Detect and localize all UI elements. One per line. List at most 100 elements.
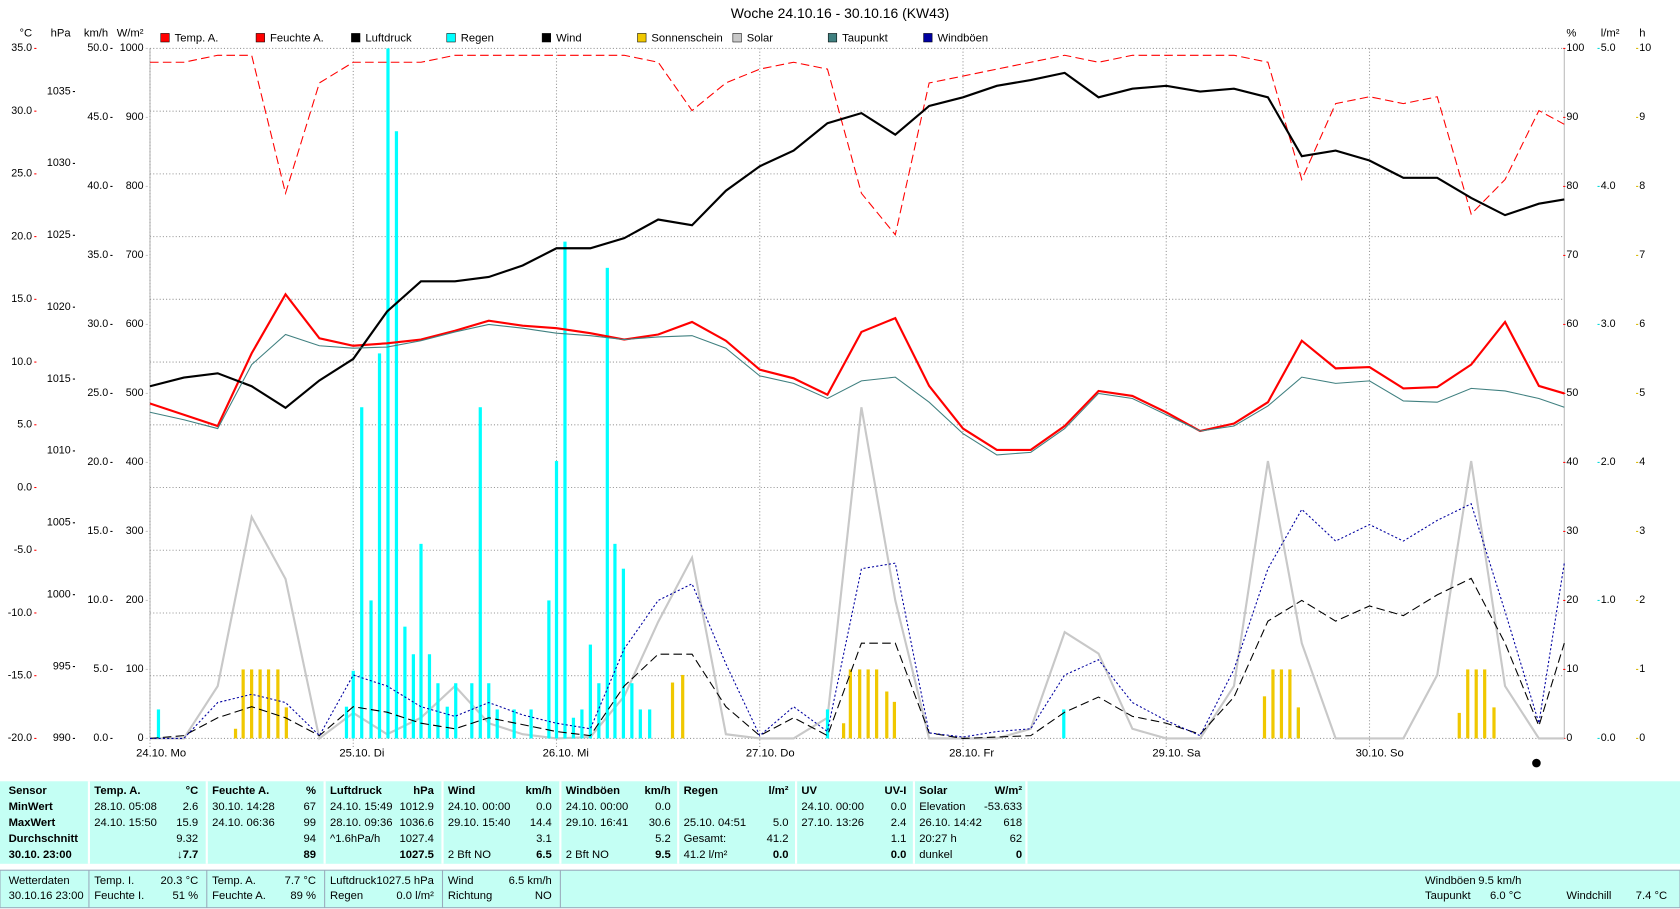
current-label: Feuchte I. [94,890,144,902]
y-tick-label: 45.0 [87,111,108,123]
bar [377,353,382,739]
stats-group-name: UV [801,785,817,797]
y-tick-label: 10.0 [87,594,108,606]
stats-cell-label: 24.10. 00:00 [566,801,629,813]
legend-label: Taupunkt [842,33,889,45]
stats-cell-value: 3.1 [536,833,552,845]
legend-label: Windböen [938,33,989,45]
y-tick-label: 700 [126,249,144,261]
bar [670,682,675,739]
y-tick-label: 30 [1566,525,1578,537]
y-tick-label: 1005 [47,517,71,529]
y-tick-label: 5.0 [1601,42,1616,54]
stats-cell-label: 25.10. 04:51 [684,817,747,829]
y-tick-label: 1035 [47,85,71,97]
y-tick-label: 2.0 [1601,456,1616,468]
bar [547,600,551,739]
current-panel [0,869,1680,909]
stats-cell-value: ↓7.7 [177,849,198,861]
y-tick-label: 995 [53,660,71,672]
axis-unit: l/m² [1601,27,1620,39]
stats-cell-label: 41.2 l/m² [684,849,728,861]
y-tick-label: -15.0 [8,670,32,682]
legend-swatch [923,33,933,43]
y-tick-label: 10 [1639,42,1651,54]
current-separators [88,870,561,908]
current-label: Taupunkt [1425,890,1472,902]
bar [529,709,533,739]
bar [1279,669,1284,739]
y-tick-label: 1020 [47,301,71,313]
x-tick-label: 25.10. Di [339,747,384,759]
x-tick-label: 29.10. Sa [1152,747,1201,759]
stats-group-name: Feuchte A. [212,785,269,797]
y-tick-label: 30.0 [11,105,32,117]
stats-cell-value: 0.0 [891,849,907,861]
stats-cell-label: 28.10. 05:08 [94,801,157,813]
bar [1492,707,1496,739]
bar [621,568,626,739]
stats-cell-value: 15.9 [176,817,198,829]
current-value: 6.0 °C [1490,890,1521,902]
bar [554,461,559,739]
bar [1466,669,1470,739]
current-label: Richtung [448,890,492,902]
bar [1296,707,1300,739]
stats-group-unit: % [306,785,316,797]
bar [394,131,399,739]
stats-cell-value: 62 [1010,833,1023,845]
stats-cell-label: 24.10. 15:50 [94,817,157,829]
y-tick-label: 5 [1639,387,1645,399]
stats-group-unit: km/h [526,785,552,797]
legend-label: Feuchte A. [270,33,324,45]
y-tick-label: 10.0 [11,356,32,368]
y-tick-label: 4 [1639,456,1645,468]
bar [1062,709,1066,739]
current-label: Luftdruck [330,875,377,887]
bar [571,717,576,739]
current-label: Feuchte A. [212,890,266,902]
bar [858,669,862,739]
y-tick-label: 200 [126,594,144,606]
bar [1457,712,1461,739]
y-tick-label: 25.0 [87,387,108,399]
x-tick-label: 28.10. Fr [949,747,994,759]
legend-label: Sonnenschein [651,33,722,45]
current-value: 0.0 l/m² [396,890,434,902]
stats-cell-value: 30.6 [649,817,671,829]
stats-cell-value: 94 [304,833,317,845]
x-tick-label: 30.10. So [1356,747,1404,759]
now-marker [1532,758,1541,768]
stats-cell-value: 1036.6 [400,817,434,829]
legend-swatch [541,33,551,43]
stats-group-unit: W/m² [995,785,1023,797]
stats-cell-value: 14.4 [530,817,552,829]
stats-cell-value: 1027.4 [400,833,434,845]
current-value: NO [535,890,552,902]
stats-group-name: Temp. A. [94,785,140,797]
stats-cell-value: 0.0 [655,801,671,813]
bar [841,723,846,739]
bar [411,654,415,739]
stats-group-unit: l/m² [769,785,789,797]
y-tick-label: 1.0 [1601,594,1616,606]
stats-cell-label: 27.10. 13:26 [801,817,864,829]
legend-swatch [160,33,170,43]
bar [487,683,491,739]
bar [580,709,584,739]
y-tick-label: 30.0 [87,318,108,330]
stats-cell-value: 9.32 [176,833,198,845]
current-value: 89 % [290,890,316,902]
y-tick-label: 100 [1566,42,1584,54]
y-tick-label: 15.0 [87,525,108,537]
bar [1483,669,1487,739]
bar [825,709,830,739]
bar [892,701,897,739]
current-value: 1027.5 hPa [376,875,434,887]
y-tick-label: 1025 [47,229,71,241]
y-tick-label: 800 [126,180,144,192]
bar [258,669,262,739]
legend-swatch [351,33,361,43]
bar [445,706,449,739]
